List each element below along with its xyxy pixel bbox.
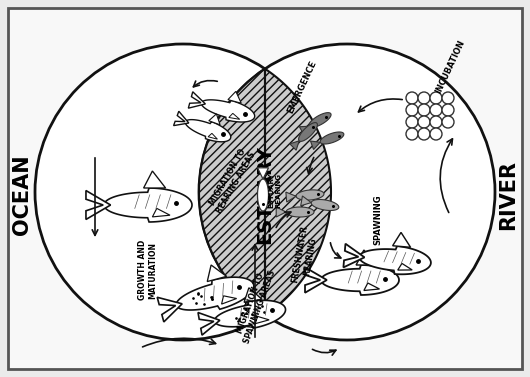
Polygon shape <box>311 199 339 210</box>
Polygon shape <box>198 313 220 335</box>
Polygon shape <box>321 265 399 295</box>
Polygon shape <box>144 171 165 188</box>
Polygon shape <box>290 141 299 150</box>
Polygon shape <box>286 192 296 202</box>
Polygon shape <box>186 120 231 142</box>
Polygon shape <box>208 133 217 139</box>
Polygon shape <box>207 265 226 282</box>
Polygon shape <box>343 244 365 267</box>
Polygon shape <box>174 111 189 126</box>
Polygon shape <box>309 113 331 127</box>
Polygon shape <box>104 188 192 222</box>
Circle shape <box>430 92 442 104</box>
Polygon shape <box>176 277 254 310</box>
Polygon shape <box>215 300 286 328</box>
Polygon shape <box>301 196 311 206</box>
Polygon shape <box>255 316 269 324</box>
Text: FRESHWATER
REARING: FRESHWATER REARING <box>290 225 320 285</box>
Polygon shape <box>299 126 309 135</box>
Polygon shape <box>276 207 286 217</box>
Circle shape <box>418 128 430 140</box>
Polygon shape <box>286 207 314 217</box>
Text: ESTUARY: ESTUARY <box>255 146 275 244</box>
Circle shape <box>430 128 442 140</box>
Circle shape <box>406 116 418 128</box>
Text: EMERGENCE: EMERGENCE <box>286 59 318 115</box>
Polygon shape <box>86 190 111 219</box>
Polygon shape <box>296 190 324 200</box>
Polygon shape <box>201 100 255 122</box>
Polygon shape <box>153 208 170 217</box>
Text: SPAWNING: SPAWNING <box>374 195 383 245</box>
Text: MIGRATION TO
REARING AREAS: MIGRATION TO REARING AREAS <box>206 145 258 215</box>
Polygon shape <box>244 288 262 302</box>
Circle shape <box>430 116 442 128</box>
Circle shape <box>199 44 495 340</box>
Circle shape <box>442 104 454 116</box>
Polygon shape <box>398 264 412 270</box>
Polygon shape <box>229 113 240 120</box>
Polygon shape <box>393 232 411 247</box>
Polygon shape <box>356 250 376 265</box>
Circle shape <box>418 92 430 104</box>
Polygon shape <box>258 168 269 179</box>
Polygon shape <box>199 69 331 315</box>
Circle shape <box>442 92 454 104</box>
Polygon shape <box>305 267 327 293</box>
Polygon shape <box>311 141 320 150</box>
Circle shape <box>406 104 418 116</box>
FancyBboxPatch shape <box>8 8 522 369</box>
Polygon shape <box>157 297 182 322</box>
Circle shape <box>35 44 331 340</box>
Polygon shape <box>222 296 237 304</box>
Circle shape <box>406 92 418 104</box>
Circle shape <box>406 128 418 140</box>
Text: INCUBATION: INCUBATION <box>434 38 466 95</box>
Polygon shape <box>364 283 379 291</box>
Polygon shape <box>320 132 344 144</box>
Circle shape <box>430 104 442 116</box>
Polygon shape <box>258 179 269 211</box>
Text: RIVER: RIVER <box>498 160 518 230</box>
Text: MIGRATION TO
SPAWNING AREAS: MIGRATION TO SPAWNING AREAS <box>233 265 277 344</box>
Polygon shape <box>228 91 241 103</box>
Text: ESTUARY
REARING: ESTUARY REARING <box>268 172 281 208</box>
Circle shape <box>418 116 430 128</box>
Circle shape <box>418 104 430 116</box>
Polygon shape <box>359 246 431 274</box>
Polygon shape <box>188 92 206 108</box>
Polygon shape <box>209 114 220 125</box>
Polygon shape <box>298 123 317 141</box>
Text: GROWTH AND
MATURATION: GROWTH AND MATURATION <box>138 240 158 300</box>
Circle shape <box>442 116 454 128</box>
Text: OCEAN: OCEAN <box>12 155 32 235</box>
